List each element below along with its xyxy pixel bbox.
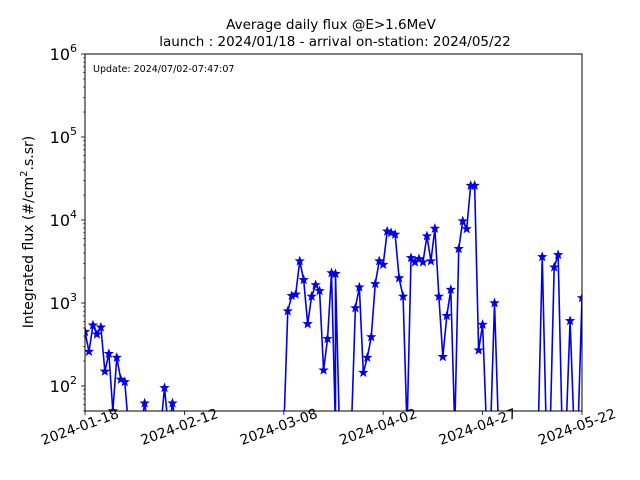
data-point-marker [362, 352, 373, 363]
data-point-marker [366, 331, 377, 342]
data-point-marker [322, 333, 333, 344]
data-point-marker [397, 290, 409, 301]
x-tick-label: 2024-01-18 [39, 406, 121, 449]
y-tick-label: 105 [50, 125, 77, 147]
x-tick-label: 2024-03-08 [238, 406, 320, 449]
data-point-marker [85, 326, 91, 337]
data-point-marker [167, 397, 178, 408]
data-point-marker [564, 315, 576, 326]
data-point-marker [548, 261, 560, 272]
data-point-marker [469, 180, 480, 190]
data-point-marker [290, 288, 301, 299]
data-point-marker [405, 252, 417, 263]
data-point-marker [282, 305, 293, 316]
data-point-marker [294, 255, 305, 266]
data-point-marker [354, 281, 365, 292]
data-point-marker [552, 249, 564, 260]
series-layer [85, 180, 582, 411]
data-point-marker [437, 351, 449, 362]
data-point-marker [477, 319, 488, 329]
y-tick-label: 106 [50, 42, 77, 64]
data-point-marker [537, 251, 548, 262]
data-point-marker [461, 223, 472, 234]
data-point-marker [298, 274, 309, 285]
data-point-marker [318, 364, 329, 375]
x-axis: 2024-01-18 2024-02-12 2024-03-08 2024-04-02… [39, 406, 618, 449]
data-point-marker [378, 259, 389, 270]
data-point-marker [306, 290, 317, 301]
data-point-marker [115, 373, 126, 384]
y-axis: 102 103 104 105 106 [50, 42, 85, 412]
data-point-marker [159, 382, 170, 393]
data-point-marker [370, 278, 381, 289]
y-axis-label: Integrated flux (#/cm2.s.sr) [19, 136, 37, 329]
data-point-marker [85, 346, 95, 356]
data-point-marker [99, 365, 111, 376]
data-point-marker [139, 397, 150, 408]
data-point-marker [576, 292, 582, 303]
y-tick-label: 104 [50, 208, 77, 230]
chart-subtitle: launch : 2024/01/18 - arrival on-station… [159, 34, 511, 50]
data-point-marker [425, 255, 437, 266]
data-point-marker [473, 344, 484, 355]
data-point-marker [441, 310, 453, 321]
x-tick-label: 2024-04-27 [437, 406, 519, 449]
data-point-marker [87, 319, 99, 330]
chart-title: Average daily flux @E>1.6MeV [226, 17, 436, 33]
data-point-marker [457, 215, 468, 226]
data-point-marker [358, 367, 369, 378]
y-tick-label: 103 [50, 291, 77, 313]
y-axis-label-prefix: Integrated flux (#/cm [21, 177, 37, 328]
data-point-marker [445, 284, 456, 295]
x-tick-label: 2024-05-22 [536, 406, 618, 449]
update-annotation: Update: 2024/07/02-07:47:07 [93, 64, 234, 75]
data-point-marker [91, 328, 103, 339]
data-point-marker [330, 268, 341, 279]
data-point-marker [107, 405, 119, 411]
data-point-marker [314, 285, 325, 296]
x-tick-label: 2024-02-12 [139, 406, 221, 449]
data-point-marker [350, 302, 361, 313]
x-tick-label: 2024-04-02 [337, 406, 419, 449]
series-line [85, 184, 582, 411]
data-point-marker [111, 352, 122, 363]
data-point-marker [421, 230, 433, 241]
data-point-marker [393, 272, 405, 283]
data-point-marker [310, 279, 321, 290]
data-point-marker [119, 376, 130, 387]
data-point-marker [489, 297, 500, 308]
data-point-marker [453, 243, 464, 254]
data-point-marker [429, 223, 441, 233]
data-point-marker [103, 348, 115, 359]
plot-frame [84, 53, 583, 412]
data-point-marker [95, 321, 107, 332]
data-point-marker [417, 256, 429, 267]
data-point-marker [302, 318, 313, 329]
y-tick-label: 102 [50, 374, 77, 396]
data-point-marker [433, 290, 445, 301]
y-axis-label-suffix: .s.sr) [21, 136, 37, 171]
data-point-marker [389, 228, 401, 239]
y-axis-label-sup: 2 [19, 170, 30, 176]
